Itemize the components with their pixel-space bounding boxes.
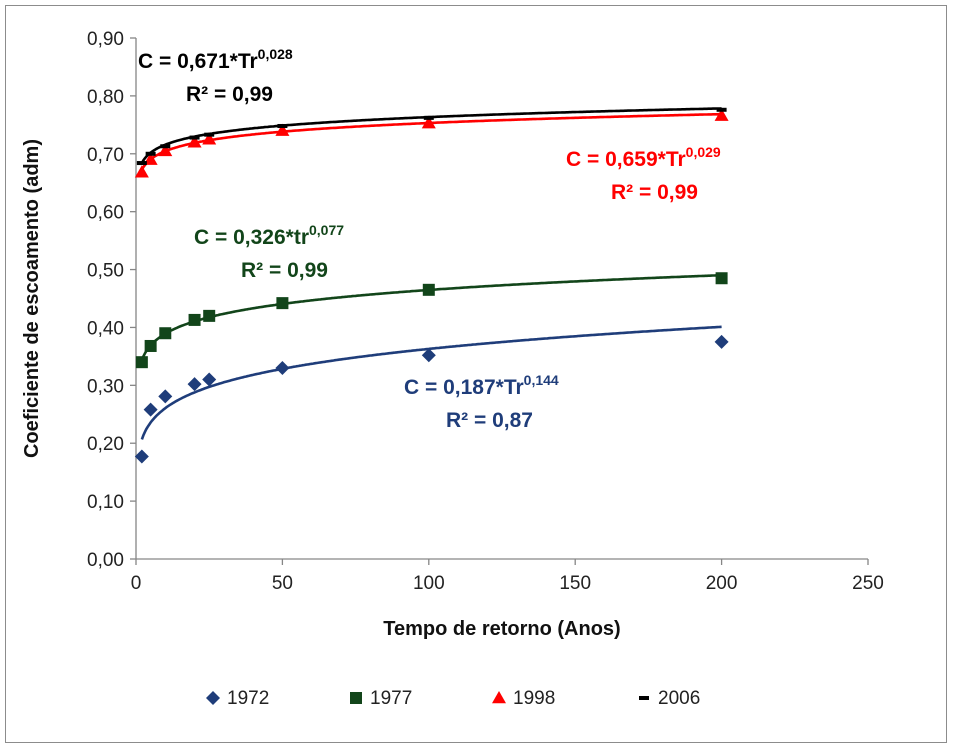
y-tick-label: 0,50 <box>87 261 124 282</box>
chart-svg: 0,00 0,10 0,20 0,30 0,40 0,50 0,60 0,70 0,80 0,90… <box>21 29 884 709</box>
legend-label-1977: 1977 <box>370 688 412 709</box>
data-point-2006 <box>716 107 727 112</box>
data-point-1972 <box>421 348 436 363</box>
data-point-1977 <box>203 309 216 322</box>
x-tick-label: 150 <box>559 573 591 594</box>
equation-2006: C = 0,671*Tr0,028 <box>138 46 293 73</box>
data-point-1972 <box>143 402 158 417</box>
equation-labels: C = 0,187*Tr0,144 R² = 0,87 C = 0,326*tr0,… <box>138 46 721 432</box>
legend-label-1972: 1972 <box>227 688 269 709</box>
y-axis-title: Coeficiente de escoamento (adm) <box>21 139 43 458</box>
data-point-2006 <box>189 135 200 140</box>
data-point-1977 <box>715 272 728 285</box>
x-tick-label: 250 <box>852 573 884 594</box>
data-point-1977 <box>188 313 201 326</box>
x-axis-title: Tempo de retorno (Anos) <box>383 618 620 640</box>
equation-1972: C = 0,187*Tr0,144 <box>404 372 559 399</box>
y-tick-label: 0,40 <box>87 318 124 339</box>
y-tick-label: 0,60 <box>87 203 124 224</box>
data-point-1977 <box>159 327 172 340</box>
axes <box>135 38 868 560</box>
data-point-1972 <box>202 372 217 387</box>
data-point-2006 <box>423 115 434 120</box>
equation-1998: C = 0,659*Tr0,029 <box>566 144 721 171</box>
data-point-1977 <box>276 297 289 310</box>
data-point-1998 <box>158 143 173 157</box>
r-squared-1977: R² = 0,99 <box>241 259 328 282</box>
x-tick-label: 200 <box>706 573 738 594</box>
data-point-2006 <box>160 144 171 149</box>
data-markers <box>134 107 729 464</box>
data-point-1972 <box>158 389 173 404</box>
legend-marker-2006 <box>639 696 649 700</box>
data-point-1972 <box>134 449 149 464</box>
data-point-1998 <box>134 165 149 178</box>
data-point-1998 <box>202 132 217 145</box>
data-point-1972 <box>714 334 729 349</box>
data-point-1998 <box>714 108 729 121</box>
r-squared-1998: R² = 0,99 <box>611 181 698 204</box>
legend-marker-1972 <box>206 691 220 705</box>
equation-1977: C = 0,326*tr0,077 <box>194 222 344 249</box>
x-tick-label: 100 <box>413 573 445 594</box>
trend-line-1972 <box>140 325 722 440</box>
legend-marker-1977 <box>350 692 362 704</box>
r-squared-1972: R² = 0,87 <box>446 409 533 432</box>
y-tick-label: 0,90 <box>87 29 124 50</box>
legend-label-1998: 1998 <box>513 688 555 709</box>
y-tick-label: 0,80 <box>87 87 124 108</box>
data-point-1972 <box>275 360 290 375</box>
legend: 1972 1977 1998 2006 <box>206 688 700 709</box>
data-point-1998 <box>187 135 202 148</box>
data-point-2006 <box>145 151 156 156</box>
x-tick-label: 50 <box>272 573 293 594</box>
chart-frame: 0,00 0,10 0,20 0,30 0,40 0,50 0,60 0,70 0,80 0,90… <box>5 5 947 743</box>
r-squared-2006: R² = 0,99 <box>186 83 273 106</box>
data-point-1972 <box>187 377 202 392</box>
data-point-1977 <box>135 356 148 369</box>
data-point-1977 <box>422 283 435 296</box>
y-tick-label: 0,30 <box>87 376 124 397</box>
y-tick-label: 0,20 <box>87 434 124 455</box>
data-point-1977 <box>144 339 157 352</box>
legend-label-2006: 2006 <box>658 688 700 709</box>
data-point-2006 <box>277 123 288 128</box>
data-point-1998 <box>143 152 158 165</box>
data-point-2006 <box>136 161 147 166</box>
data-point-2006 <box>204 132 215 137</box>
tick-labels: 0,00 0,10 0,20 0,30 0,40 0,50 0,60 0,70 0,80 0,90… <box>87 29 884 594</box>
y-tick-label: 0,00 <box>87 550 124 571</box>
legend-marker-1998 <box>492 691 506 704</box>
x-tick-label: 0 <box>131 573 142 594</box>
data-point-1998 <box>275 123 290 136</box>
data-point-1998 <box>421 116 436 129</box>
y-tick-label: 0,70 <box>87 145 124 166</box>
y-tick-label: 0,10 <box>87 492 124 513</box>
